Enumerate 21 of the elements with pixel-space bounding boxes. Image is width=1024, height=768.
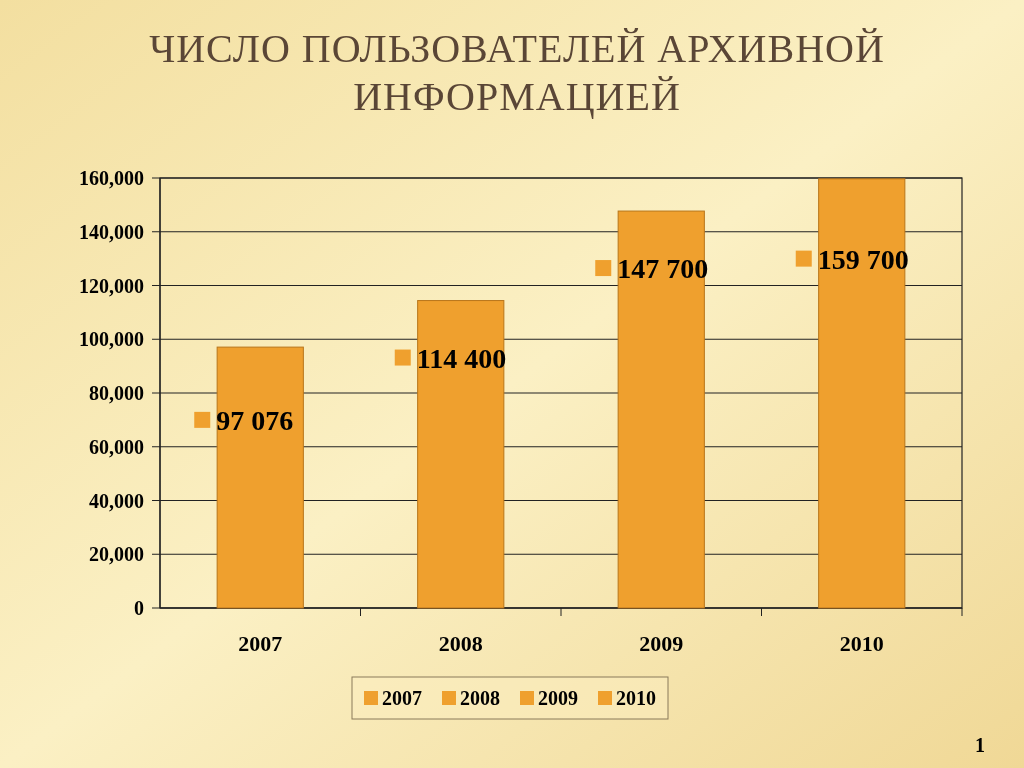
y-tick-label: 140,000 [79, 220, 144, 243]
category-label: 2008 [460, 687, 500, 709]
data-label: 97 076 [216, 404, 294, 436]
chart-title: ЧИСЛО ПОЛЬЗОВАТЕЛЕЙ АРХИВНОЙ ИНФОРМАЦИЕЙ [149, 26, 885, 119]
category-label: 2009 [538, 687, 578, 709]
category-label: 2010 [616, 687, 656, 709]
y-tick-label: 100,000 [79, 328, 144, 351]
y-tick-label: 120,000 [79, 274, 144, 297]
y-tick-label: 0 [134, 597, 144, 619]
x-tick-label: 2010 [839, 631, 884, 656]
data-label: 114 400 [416, 342, 507, 374]
text: 1 [975, 734, 985, 756]
x-tick-label: 2009 [639, 631, 684, 656]
y-tick-label: 20,000 [89, 543, 144, 566]
x-tick-label: 2008 [438, 631, 483, 656]
x-tick-label: 2007 [238, 631, 283, 656]
category-label: 2007 [382, 687, 422, 709]
y-tick-label: 40,000 [89, 489, 144, 512]
y-tick-label: 60,000 [89, 435, 144, 458]
y-tick-label: 80,000 [89, 382, 144, 404]
y-tick-label: 160,000 [79, 167, 144, 189]
